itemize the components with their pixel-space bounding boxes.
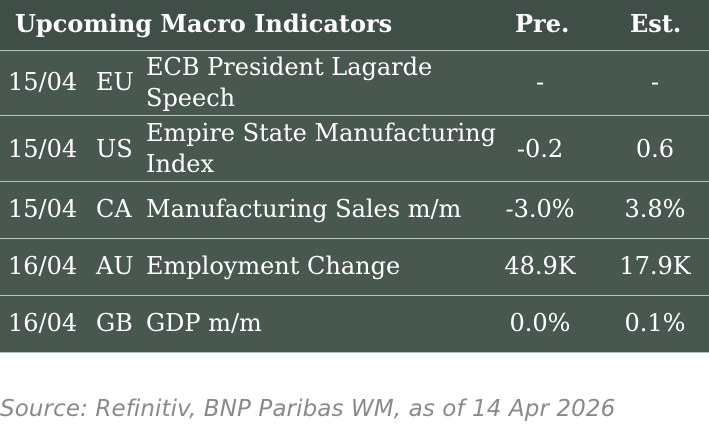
row-indicator-continued: Index bbox=[146, 150, 215, 178]
row-estimate: 0.1% bbox=[624, 309, 686, 337]
table-row: 16/04 AU Employment Change 48.9K 17.9K bbox=[0, 239, 709, 296]
row-estimate: - bbox=[650, 68, 660, 96]
row-date: 15/04 bbox=[8, 68, 78, 96]
row-previous: 48.9K bbox=[504, 252, 576, 280]
table-title: Upcoming Macro Indicators bbox=[15, 9, 393, 38]
table-header: Upcoming Macro Indicators Pre. Est. bbox=[0, 0, 709, 51]
table-row: 15/04 US Empire State Manufacturing Inde… bbox=[0, 116, 709, 182]
row-indicator: Manufacturing Sales m/m bbox=[146, 195, 462, 223]
row-estimate: 0.6 bbox=[635, 135, 675, 163]
row-indicator: GDP m/m bbox=[146, 309, 262, 337]
row-indicator-continued: Speech bbox=[146, 84, 236, 112]
row-date: 15/04 bbox=[8, 135, 78, 163]
table-row: 15/04 EU ECB President Lagarde Speech - … bbox=[0, 51, 709, 116]
row-date: 15/04 bbox=[8, 195, 78, 223]
source-note: Source: Refinitiv, BNP Paribas WM, as of… bbox=[0, 396, 616, 422]
row-indicator: ECB President Lagarde bbox=[146, 53, 433, 81]
row-previous: - bbox=[535, 68, 545, 96]
row-estimate: 3.8% bbox=[624, 195, 686, 223]
row-date: 16/04 bbox=[8, 252, 78, 280]
row-region: GB bbox=[96, 309, 133, 337]
macro-indicators-table: Upcoming Macro Indicators Pre. Est. 15/0… bbox=[0, 0, 709, 353]
row-previous: -3.0% bbox=[505, 195, 575, 223]
table-row: 15/04 CA Manufacturing Sales m/m -3.0% 3… bbox=[0, 182, 709, 239]
row-region: EU bbox=[96, 68, 134, 96]
row-indicator: Employment Change bbox=[146, 252, 401, 280]
row-date: 16/04 bbox=[8, 309, 78, 337]
row-estimate: 17.9K bbox=[619, 252, 691, 280]
table-row: 16/04 GB GDP m/m 0.0% 0.1% bbox=[0, 296, 709, 353]
row-region: US bbox=[96, 135, 133, 163]
row-previous: 0.0% bbox=[509, 309, 571, 337]
column-header-previous: Pre. bbox=[515, 9, 570, 38]
row-region: CA bbox=[96, 195, 132, 223]
row-previous: -0.2 bbox=[516, 135, 564, 163]
row-indicator: Empire State Manufacturing bbox=[146, 119, 496, 147]
row-region: AU bbox=[96, 252, 134, 280]
column-header-estimate: Est. bbox=[630, 9, 682, 38]
